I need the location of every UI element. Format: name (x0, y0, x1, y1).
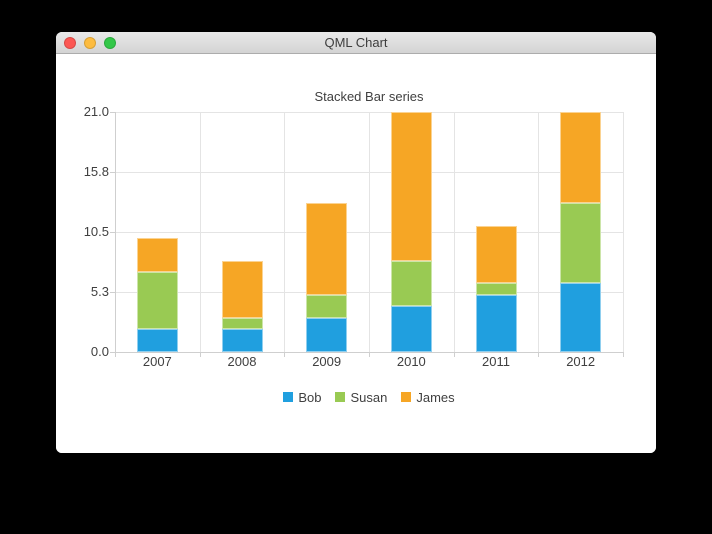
bar-segment-james-2007 (136, 237, 178, 273)
y-axis-tick-label: 10.5 (83, 224, 109, 239)
bar-segment-bob-2012 (560, 283, 602, 352)
legend-marker-susan (335, 392, 346, 402)
y-axis-tick (110, 112, 115, 113)
x-axis-tick-label: 2012 (566, 354, 596, 369)
gridline-vertical (200, 112, 201, 352)
window-titlebar[interactable]: QML Chart (56, 32, 656, 54)
bar-segment-james-2010 (390, 112, 432, 261)
x-axis-tick (538, 352, 539, 357)
x-axis-tick (623, 352, 624, 357)
legend-item-susan: Susan (335, 390, 387, 405)
zoom-button[interactable] (104, 37, 116, 49)
bar-segment-bob-2008 (221, 329, 263, 352)
y-axis-tick-label: 15.8 (83, 164, 109, 179)
bar-segment-james-2011 (475, 226, 517, 284)
y-axis-line (115, 112, 116, 352)
x-axis-tick-label: 2008 (227, 354, 257, 369)
y-axis-tick (110, 292, 115, 293)
bar-segment-bob-2011 (475, 294, 517, 352)
bar-segment-james-2012 (560, 112, 602, 204)
bar-segment-susan-2009 (306, 294, 348, 318)
legend-marker-james (401, 392, 412, 402)
x-axis-tick-label: 2007 (142, 354, 172, 369)
bar-segment-susan-2012 (560, 203, 602, 284)
x-axis-tick-label: 2009 (312, 354, 342, 369)
bar-segment-james-2009 (306, 203, 348, 295)
x-axis-tick-label: 2011 (482, 354, 510, 369)
stacked-bar-2007 (136, 237, 178, 352)
bar-segment-susan-2011 (475, 283, 517, 295)
stacked-bar-2010 (390, 112, 432, 352)
y-axis-tick-label: 0.0 (90, 344, 109, 359)
stacked-bar-2012 (560, 112, 602, 352)
y-axis-tick (110, 172, 115, 173)
legend-label: Susan (350, 389, 388, 405)
x-axis-tick (200, 352, 201, 357)
x-axis-line (115, 352, 623, 353)
gridline-vertical (369, 112, 370, 352)
gridline-vertical (284, 112, 285, 352)
y-axis-tick-label: 5.3 (90, 284, 109, 299)
gridline-vertical (538, 112, 539, 352)
legend-marker-bob (283, 392, 294, 402)
stacked-bar-2009 (306, 203, 348, 352)
bar-segment-susan-2007 (136, 272, 178, 330)
bar-segment-james-2008 (221, 260, 263, 318)
chart-view: Stacked Bar series 21.0 15.8 10.5 5.3 0.0 20… (56, 54, 656, 453)
plot-area (110, 112, 624, 357)
y-axis-tick (110, 352, 115, 353)
legend-label: Bob (298, 389, 322, 405)
stacked-bar-2008 (221, 260, 263, 352)
bar-segment-bob-2010 (390, 306, 432, 352)
y-axis-tick-label: 21.0 (83, 104, 109, 119)
x-axis-tick (284, 352, 285, 357)
chart-title: Stacked Bar series (314, 89, 424, 104)
x-axis-tick (115, 352, 116, 357)
bar-segment-susan-2010 (390, 260, 432, 307)
gridline-vertical (623, 112, 624, 352)
gridline-vertical (454, 112, 455, 352)
minimize-button[interactable] (84, 37, 96, 49)
legend-label: James (416, 389, 455, 405)
close-button[interactable] (64, 37, 76, 49)
window: QML Chart Stacked Bar series 21.0 15.8 10.… (56, 32, 656, 453)
traffic-lights (64, 37, 116, 49)
window-title: QML Chart (324, 35, 388, 50)
x-axis-tick (454, 352, 455, 357)
stacked-bar-2011 (475, 226, 517, 352)
x-axis-tick (369, 352, 370, 357)
bar-segment-bob-2007 (136, 329, 178, 352)
x-axis-tick-label: 2010 (396, 354, 426, 369)
bar-segment-bob-2009 (306, 317, 348, 352)
legend-item-james: James (401, 389, 455, 405)
legend-item-bob: Bob (283, 390, 321, 405)
legend: Bob Susan James (115, 389, 623, 405)
y-axis-tick (110, 232, 115, 233)
bar-segment-susan-2008 (221, 317, 263, 330)
